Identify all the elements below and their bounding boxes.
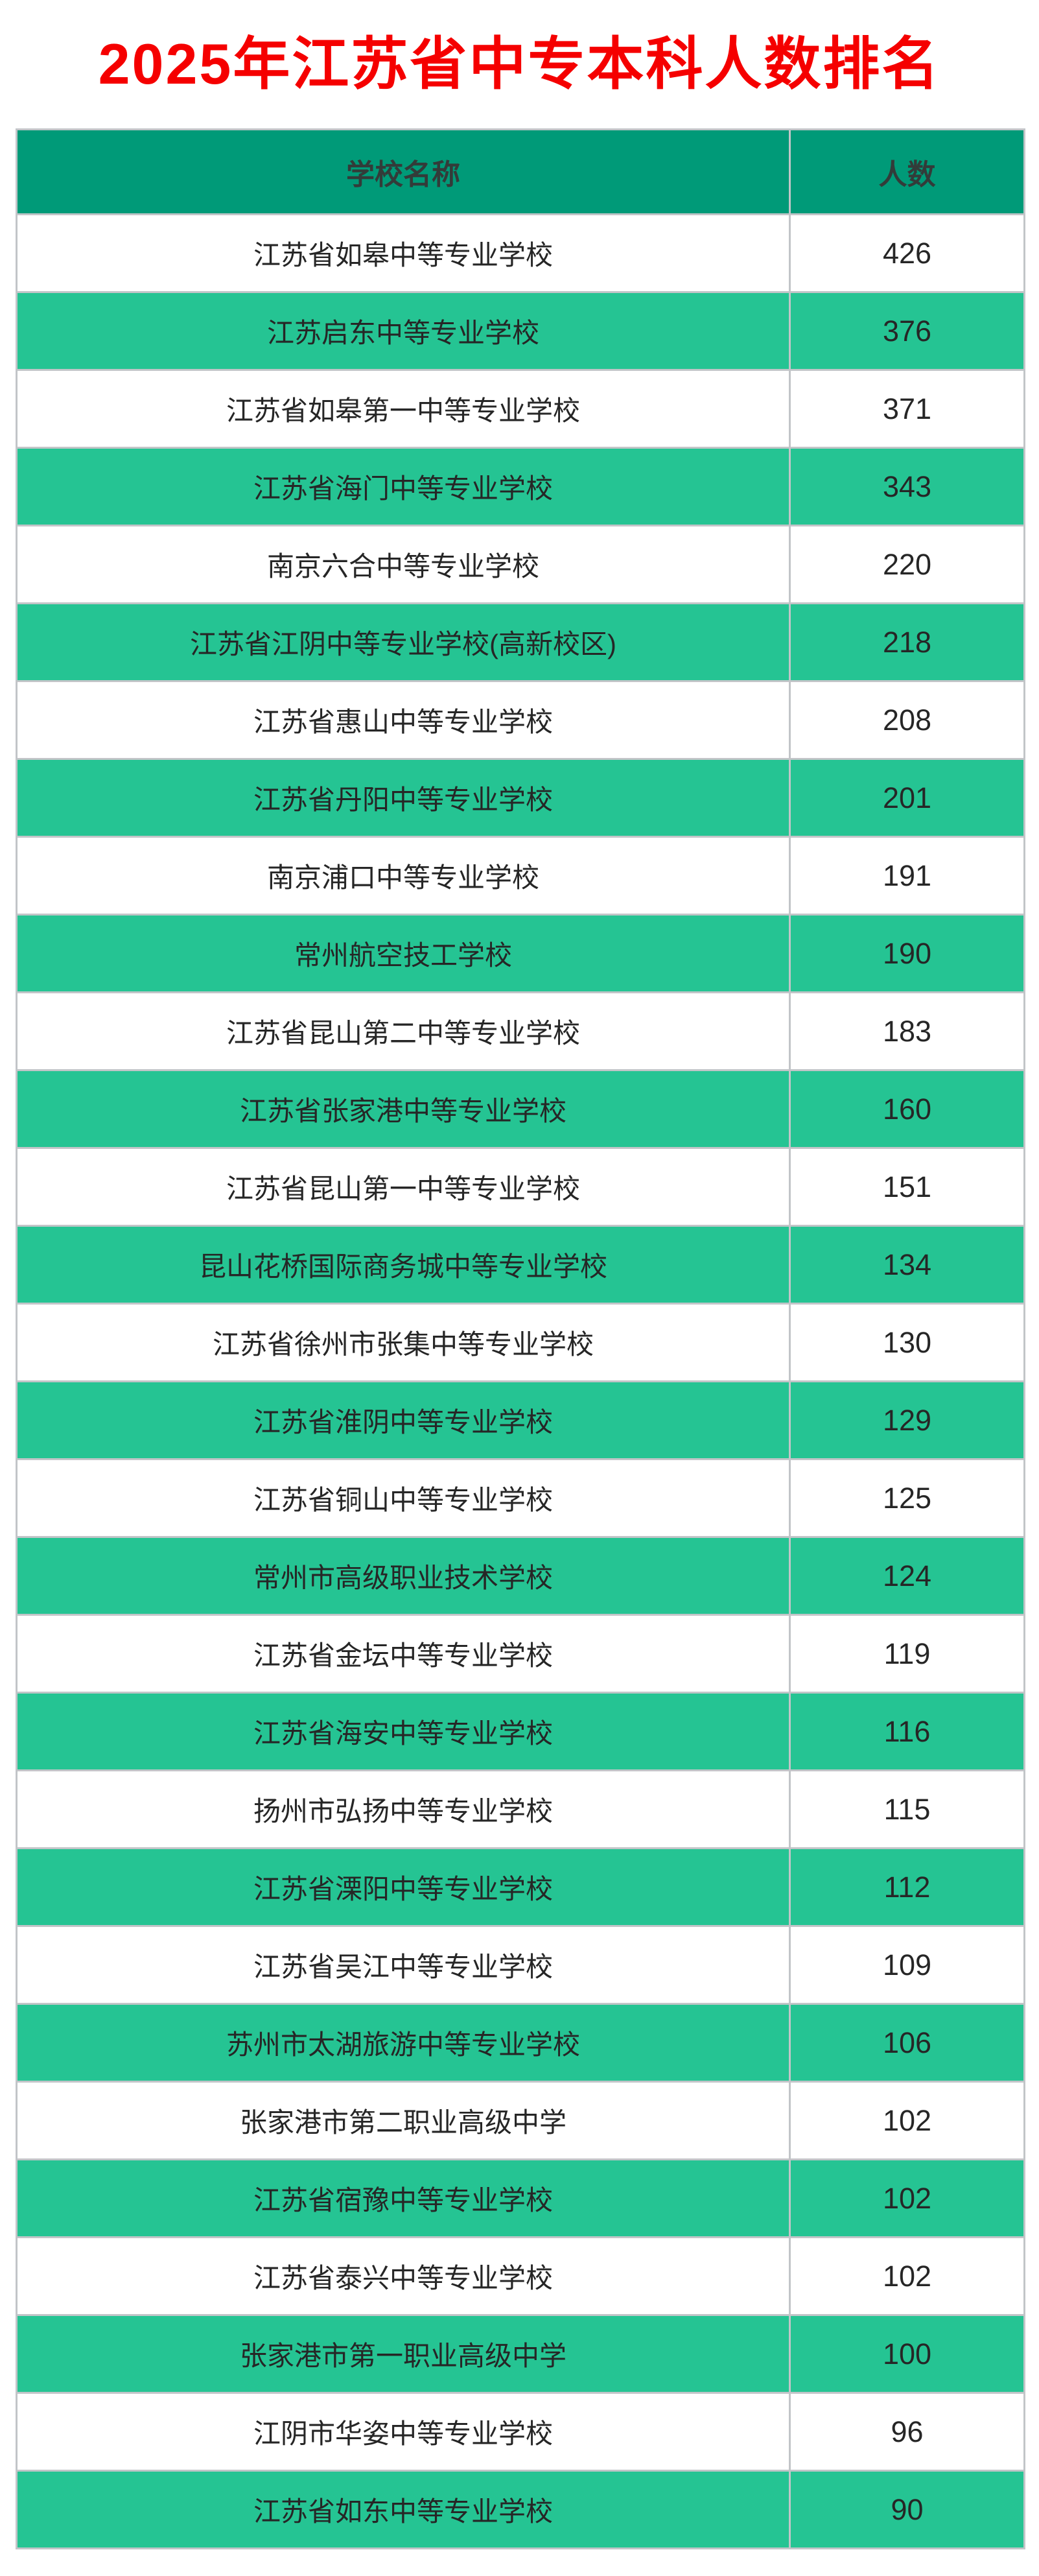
page-title: 2025年江苏省中专本科人数排名 (98, 32, 941, 96)
table-row: 江苏省惠山中等专业学校 208 (16, 680, 1025, 760)
table-row: 江苏省宿豫中等专业学校 102 (16, 2158, 1025, 2238)
table-row: 江苏省海门中等专业学校 343 (16, 447, 1025, 526)
school-name-cell: 江苏省铜山中等专业学校 (16, 1458, 791, 1538)
table-body: 江苏省如皋中等专业学校 426 江苏启东中等专业学校 376 江苏省如皋第一中等专业学校… (16, 213, 1025, 2549)
school-name-cell: 江苏省海门中等专业学校 (16, 447, 791, 526)
school-name-cell: 江苏省金坛中等专业学校 (16, 1614, 791, 1694)
school-name-cell: 江苏省徐州市张集中等专业学校 (16, 1303, 791, 1382)
table-row: 张家港市第二职业高级中学 102 (16, 2081, 1025, 2160)
table-row: 南京浦口中等专业学校 191 (16, 836, 1025, 916)
count-cell: 115 (789, 1769, 1025, 1849)
count-cell: 102 (789, 2158, 1025, 2238)
table-row: 江苏省淮阴中等专业学校 129 (16, 1380, 1025, 1460)
count-cell: 102 (789, 2236, 1025, 2316)
count-cell: 102 (789, 2081, 1025, 2160)
table-row: 江苏启东中等专业学校 376 (16, 291, 1025, 371)
count-cell: 109 (789, 1925, 1025, 2005)
school-name-cell: 常州航空技工学校 (16, 914, 791, 993)
count-cell: 208 (789, 680, 1025, 760)
count-cell: 426 (789, 213, 1025, 293)
table-row: 苏州市太湖旅游中等专业学校 106 (16, 2003, 1025, 2083)
count-cell: 371 (789, 369, 1025, 449)
count-cell: 218 (789, 602, 1025, 682)
table-row: 江苏省徐州市张集中等专业学校 130 (16, 1303, 1025, 1382)
count-cell: 201 (789, 758, 1025, 838)
header-row: 学校名称 人数 (16, 128, 1025, 215)
table-row: 江苏省昆山第一中等专业学校 151 (16, 1147, 1025, 1227)
school-name-cell: 江苏省如皋第一中等专业学校 (16, 369, 791, 449)
table-row: 江苏省海安中等专业学校 116 (16, 1692, 1025, 1771)
count-cell: 183 (789, 991, 1025, 1071)
school-name-cell: 江阴市华姿中等专业学校 (16, 2392, 791, 2472)
title-band: 2025年江苏省中专本科人数排名 (0, 0, 1039, 128)
school-name-cell: 江苏省惠山中等专业学校 (16, 680, 791, 760)
table-header: 学校名称 人数 (16, 128, 1025, 215)
count-cell: 190 (789, 914, 1025, 993)
table-row: 江苏省张家港中等专业学校 160 (16, 1069, 1025, 1149)
school-name-cell: 江苏启东中等专业学校 (16, 291, 791, 371)
school-name-cell: 江苏省淮阴中等专业学校 (16, 1380, 791, 1460)
school-name-cell: 江苏省江阴中等专业学校(高新校区) (16, 602, 791, 682)
table-row: 江苏省铜山中等专业学校 125 (16, 1458, 1025, 1538)
table-row: 江苏省昆山第二中等专业学校 183 (16, 991, 1025, 1071)
count-cell: 376 (789, 291, 1025, 371)
count-cell: 134 (789, 1225, 1025, 1305)
school-name-cell: 常州市高级职业技术学校 (16, 1536, 791, 1616)
table-row: 江苏省金坛中等专业学校 119 (16, 1614, 1025, 1694)
col-header-count: 人数 (789, 128, 1025, 215)
school-name-cell: 南京六合中等专业学校 (16, 525, 791, 604)
table-row: 常州航空技工学校 190 (16, 914, 1025, 993)
school-name-cell: 南京浦口中等专业学校 (16, 836, 791, 916)
count-cell: 90 (789, 2470, 1025, 2549)
school-name-cell: 江苏省如东中等专业学校 (16, 2470, 791, 2549)
count-cell: 124 (789, 1536, 1025, 1616)
ranking-table: 学校名称 人数 江苏省如皋中等专业学校 426 江苏启东中等专业学校 376 江苏省如皋… (16, 128, 1025, 2549)
school-name-cell: 江苏省丹阳中等专业学校 (16, 758, 791, 838)
count-cell: 112 (789, 1847, 1025, 1927)
table-row: 江苏省泰兴中等专业学校 102 (16, 2236, 1025, 2316)
school-name-cell: 江苏省海安中等专业学校 (16, 1692, 791, 1771)
count-cell: 160 (789, 1069, 1025, 1149)
table-row: 张家港市第一职业高级中学 100 (16, 2314, 1025, 2394)
table-row: 江苏省吴江中等专业学校 109 (16, 1925, 1025, 2005)
school-name-cell: 苏州市太湖旅游中等专业学校 (16, 2003, 791, 2083)
count-cell: 119 (789, 1614, 1025, 1694)
school-name-cell: 扬州市弘扬中等专业学校 (16, 1769, 791, 1849)
count-cell: 106 (789, 2003, 1025, 2083)
school-name-cell: 江苏省昆山第二中等专业学校 (16, 991, 791, 1071)
school-name-cell: 张家港市第二职业高级中学 (16, 2081, 791, 2160)
count-cell: 125 (789, 1458, 1025, 1538)
count-cell: 151 (789, 1147, 1025, 1227)
school-name-cell: 江苏省吴江中等专业学校 (16, 1925, 791, 2005)
count-cell: 100 (789, 2314, 1025, 2394)
school-name-cell: 江苏省泰兴中等专业学校 (16, 2236, 791, 2316)
table-row: 昆山花桥国际商务城中等专业学校 134 (16, 1225, 1025, 1305)
count-cell: 220 (789, 525, 1025, 604)
count-cell: 96 (789, 2392, 1025, 2472)
table-row: 江苏省如东中等专业学校 90 (16, 2470, 1025, 2549)
table-row: 南京六合中等专业学校 220 (16, 525, 1025, 604)
school-name-cell: 江苏省溧阳中等专业学校 (16, 1847, 791, 1927)
count-cell: 130 (789, 1303, 1025, 1382)
table-row: 江苏省如皋中等专业学校 426 (16, 213, 1025, 293)
count-cell: 129 (789, 1380, 1025, 1460)
table-row: 江苏省如皋第一中等专业学校 371 (16, 369, 1025, 449)
table-row: 江苏省溧阳中等专业学校 112 (16, 1847, 1025, 1927)
table-row: 常州市高级职业技术学校 124 (16, 1536, 1025, 1616)
school-name-cell: 张家港市第一职业高级中学 (16, 2314, 791, 2394)
count-cell: 116 (789, 1692, 1025, 1771)
table-row: 江苏省江阴中等专业学校(高新校区) 218 (16, 602, 1025, 682)
school-name-cell: 江苏省宿豫中等专业学校 (16, 2158, 791, 2238)
school-name-cell: 昆山花桥国际商务城中等专业学校 (16, 1225, 791, 1305)
col-header-school: 学校名称 (16, 128, 791, 215)
school-name-cell: 江苏省张家港中等专业学校 (16, 1069, 791, 1149)
table-row: 江苏省丹阳中等专业学校 201 (16, 758, 1025, 838)
school-name-cell: 江苏省如皋中等专业学校 (16, 213, 791, 293)
count-cell: 191 (789, 836, 1025, 916)
table-row: 江阴市华姿中等专业学校 96 (16, 2392, 1025, 2472)
count-cell: 343 (789, 447, 1025, 526)
table-row: 扬州市弘扬中等专业学校 115 (16, 1769, 1025, 1849)
school-name-cell: 江苏省昆山第一中等专业学校 (16, 1147, 791, 1227)
